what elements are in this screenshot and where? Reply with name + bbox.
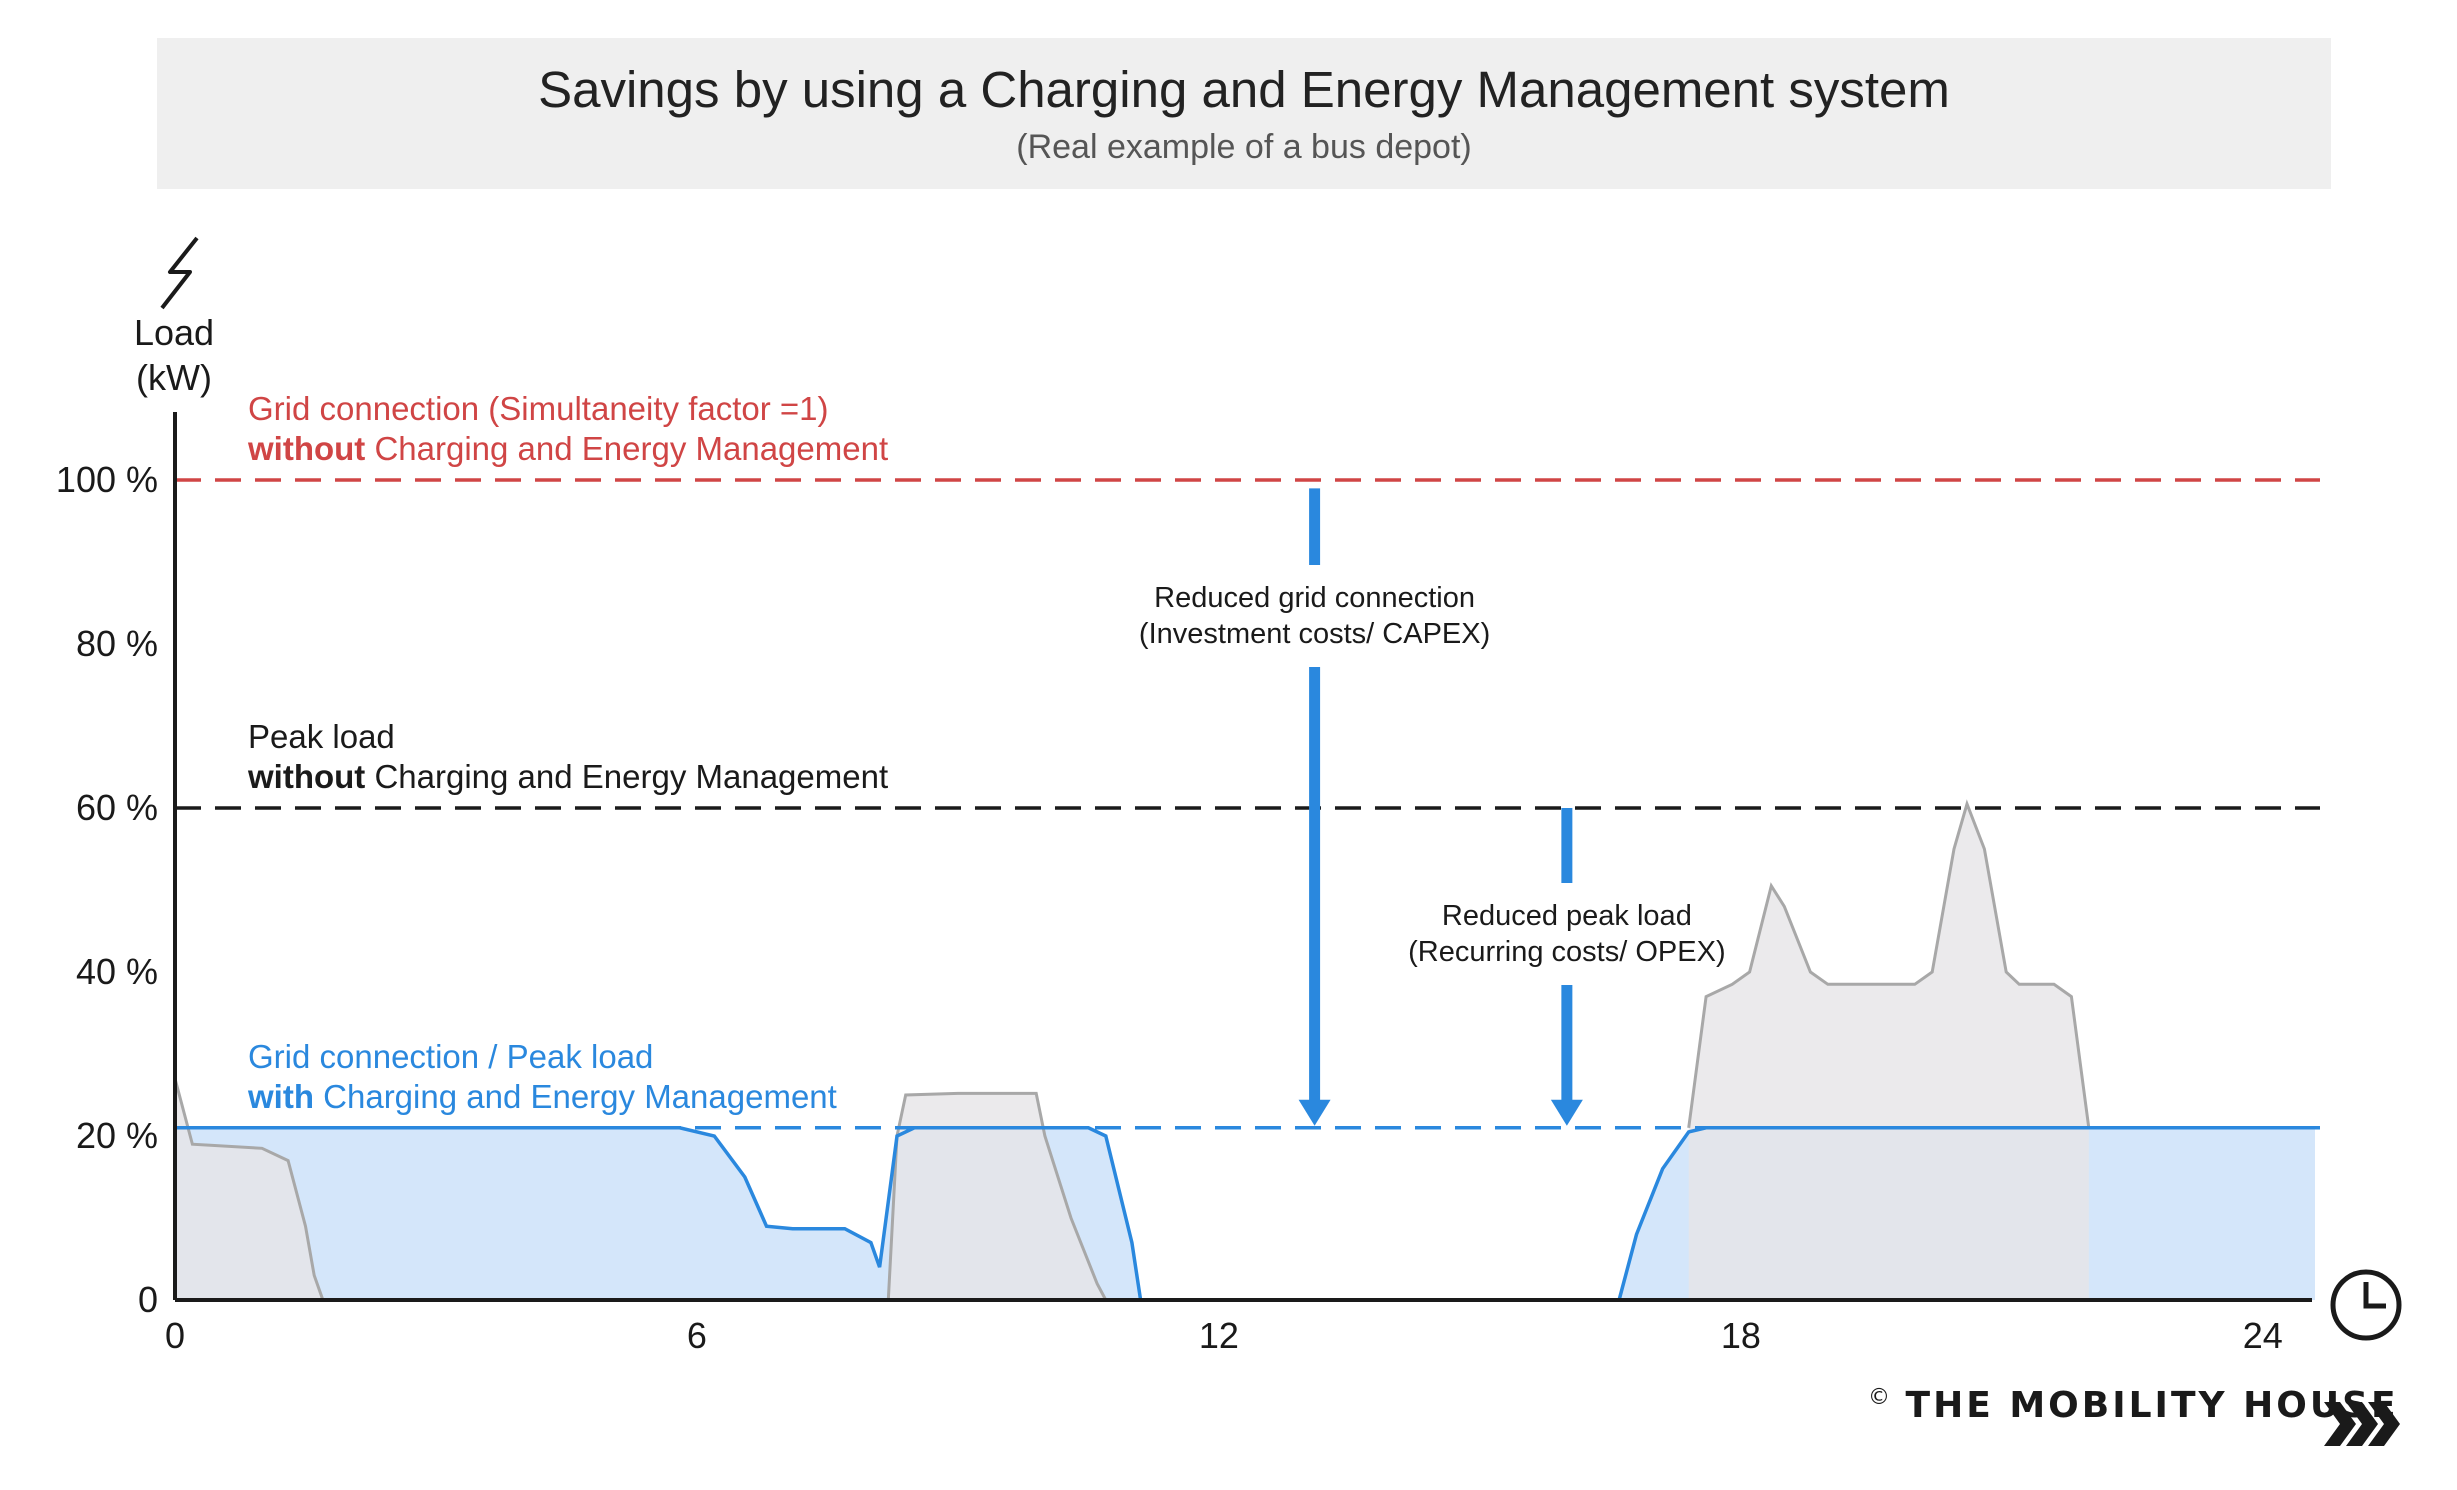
- x-tick-label-1: 6: [687, 1315, 707, 1356]
- annotation-text-0-1: (Investment costs/ CAPEX): [1139, 618, 1490, 650]
- clock-icon: [2330, 1269, 2402, 1341]
- chart-subtitle: (Real example of a bus depot): [1016, 128, 1472, 166]
- reference-label-2-0: Grid connection / Peak load: [248, 1038, 653, 1075]
- lightning-icon: [160, 236, 199, 310]
- y-axis-label-1: (kW): [136, 357, 212, 398]
- reference-label-0-0: Grid connection (Simultaneity factor =1): [248, 390, 829, 427]
- with-cem-overlay-0: [175, 1128, 1141, 1300]
- y-tick-label-0: 0: [138, 1279, 158, 1320]
- brand-chevrons-icon: [2324, 1402, 2400, 1446]
- y-tick-label-4: 80 %: [76, 623, 158, 664]
- without-cem-line-2: [1687, 799, 2091, 1128]
- x-tick-label-4: 24: [2243, 1315, 2283, 1356]
- with-cem-overlay-1: [1619, 1128, 2315, 1300]
- reference-label-2-1: with Charging and Energy Management: [247, 1078, 837, 1115]
- title-banner: Savings by using a Charging and Energy M…: [157, 38, 2331, 189]
- annotation-arrow-head-1: [1550, 1099, 1583, 1126]
- with-cem-line-0: [175, 1126, 1143, 1301]
- reference-label-0-1: without Charging and Energy Management: [247, 430, 888, 467]
- annotation-text-1-0: Reduced peak load: [1442, 900, 1692, 932]
- y-tick-label-5: 100 %: [56, 459, 158, 500]
- without-cem-area-2: [1688, 803, 2089, 1300]
- clock-hands: [2363, 1282, 2386, 1309]
- brand-name: THE MOBILITY HOUSE: [1905, 1385, 2399, 1426]
- x-tick-label-2: 12: [1199, 1315, 1239, 1356]
- clock-face: [2330, 1269, 2402, 1341]
- y-axis-label-0: Load: [134, 312, 214, 353]
- without-cem-line-0: [173, 1078, 325, 1301]
- y-tick-label-2: 40 %: [76, 951, 158, 992]
- x-tick-label-3: 18: [1721, 1315, 1761, 1356]
- chart-title: Savings by using a Charging and Energy M…: [538, 61, 1950, 118]
- without-cem-area-1: [888, 1093, 1106, 1300]
- copyright-mark: ©: [1868, 1385, 1890, 1410]
- with-cem-line-1: [1617, 1126, 2315, 1301]
- annotation-arrow-head-0: [1298, 1099, 1331, 1126]
- brand-logo: © THE MOBILITY HOUSE: [1868, 1385, 2399, 1426]
- y-tick-label-3: 60 %: [76, 787, 158, 828]
- annotation-text-0-0: Reduced grid connection: [1154, 582, 1475, 614]
- without-cem-area-0: [175, 1078, 323, 1300]
- y-tick-label-1: 20 %: [76, 1115, 158, 1156]
- reference-label-1-0: Peak load: [248, 718, 395, 755]
- without-cem-line-1: [886, 1091, 1108, 1301]
- x-tick-label-0: 0: [165, 1315, 185, 1356]
- reference-label-1-1: without Charging and Energy Management: [247, 758, 888, 795]
- annotation-text-1-1: (Recurring costs/ OPEX): [1408, 936, 1725, 968]
